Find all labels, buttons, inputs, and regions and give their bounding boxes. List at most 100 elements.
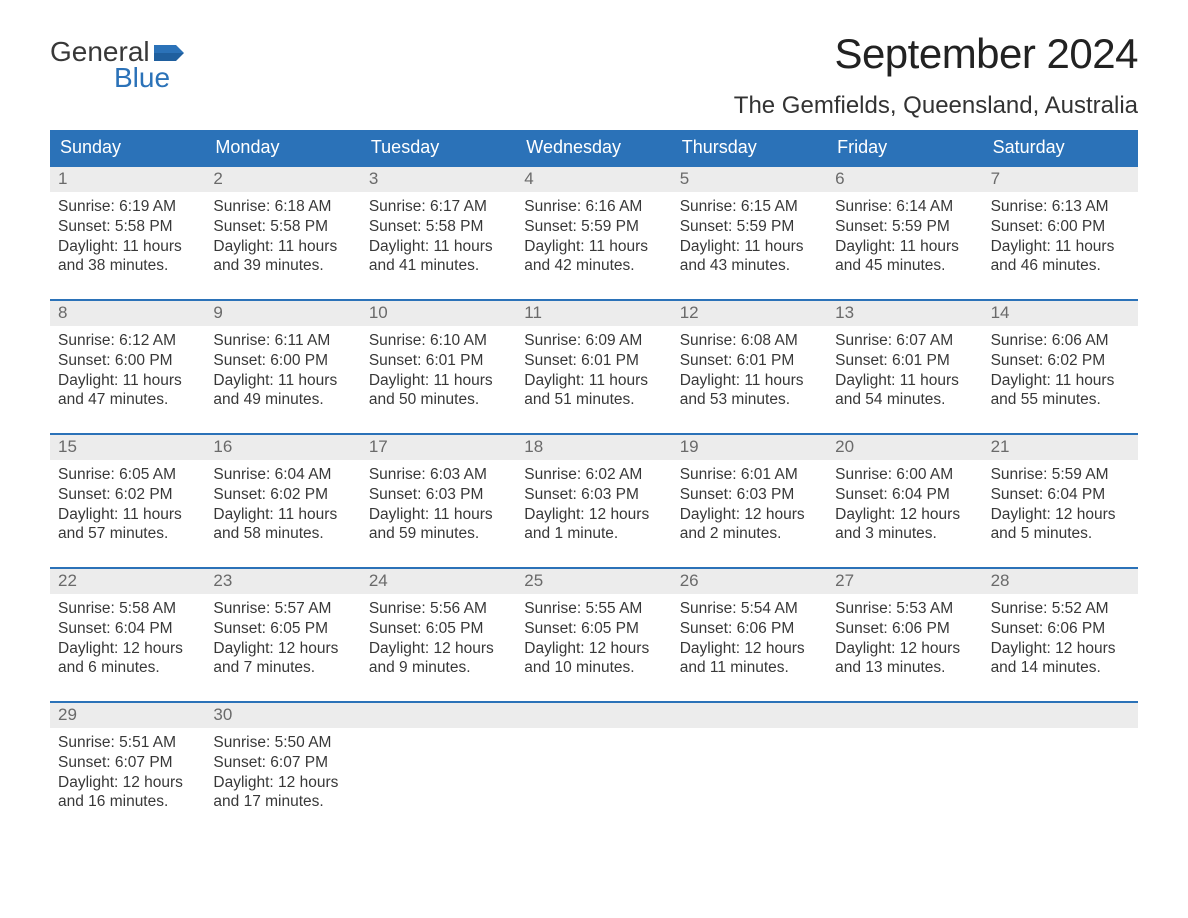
daylight-line2: and 10 minutes. bbox=[524, 658, 663, 678]
daylight-line1: Daylight: 12 hours bbox=[835, 639, 974, 659]
day-body: Sunrise: 5:54 AMSunset: 6:06 PMDaylight:… bbox=[672, 594, 827, 678]
sunset-line: Sunset: 6:05 PM bbox=[524, 619, 663, 639]
sunset-line: Sunset: 5:58 PM bbox=[58, 217, 197, 237]
day-body: Sunrise: 6:06 AMSunset: 6:02 PMDaylight:… bbox=[983, 326, 1138, 410]
day-cell: 14Sunrise: 6:06 AMSunset: 6:02 PMDayligh… bbox=[983, 301, 1138, 411]
sunset-line: Sunset: 6:01 PM bbox=[524, 351, 663, 371]
daylight-line1: Daylight: 12 hours bbox=[524, 505, 663, 525]
daylight-line2: and 59 minutes. bbox=[369, 524, 508, 544]
sunset-line: Sunset: 6:07 PM bbox=[58, 753, 197, 773]
date-number: 1 bbox=[50, 167, 205, 192]
date-number: 22 bbox=[50, 569, 205, 594]
day-body: Sunrise: 5:59 AMSunset: 6:04 PMDaylight:… bbox=[983, 460, 1138, 544]
header-row: General Blue September 2024 The Gemfield… bbox=[50, 30, 1138, 120]
day-body: Sunrise: 5:52 AMSunset: 6:06 PMDaylight:… bbox=[983, 594, 1138, 678]
sunset-line: Sunset: 6:04 PM bbox=[835, 485, 974, 505]
date-number bbox=[361, 703, 516, 728]
date-number: 20 bbox=[827, 435, 982, 460]
sunrise-line: Sunrise: 6:00 AM bbox=[835, 465, 974, 485]
day-body: Sunrise: 6:11 AMSunset: 6:00 PMDaylight:… bbox=[205, 326, 360, 410]
month-title: September 2024 bbox=[734, 30, 1138, 78]
day-body: Sunrise: 6:19 AMSunset: 5:58 PMDaylight:… bbox=[50, 192, 205, 276]
sunrise-line: Sunrise: 5:51 AM bbox=[58, 733, 197, 753]
day-cell: 22Sunrise: 5:58 AMSunset: 6:04 PMDayligh… bbox=[50, 569, 205, 679]
sunrise-line: Sunrise: 6:14 AM bbox=[835, 197, 974, 217]
daylight-line2: and 51 minutes. bbox=[524, 390, 663, 410]
daylight-line1: Daylight: 11 hours bbox=[213, 237, 352, 257]
daylight-line2: and 39 minutes. bbox=[213, 256, 352, 276]
week-row: 15Sunrise: 6:05 AMSunset: 6:02 PMDayligh… bbox=[50, 433, 1138, 545]
daylight-line1: Daylight: 11 hours bbox=[213, 505, 352, 525]
sunrise-line: Sunrise: 5:55 AM bbox=[524, 599, 663, 619]
day-body: Sunrise: 5:55 AMSunset: 6:05 PMDaylight:… bbox=[516, 594, 671, 678]
daylight-line2: and 43 minutes. bbox=[680, 256, 819, 276]
date-number bbox=[672, 703, 827, 728]
date-number bbox=[516, 703, 671, 728]
date-number: 10 bbox=[361, 301, 516, 326]
date-number: 15 bbox=[50, 435, 205, 460]
daylight-line2: and 3 minutes. bbox=[835, 524, 974, 544]
sunset-line: Sunset: 6:03 PM bbox=[524, 485, 663, 505]
day-body: Sunrise: 6:17 AMSunset: 5:58 PMDaylight:… bbox=[361, 192, 516, 276]
sunrise-line: Sunrise: 6:02 AM bbox=[524, 465, 663, 485]
day-body: Sunrise: 6:16 AMSunset: 5:59 PMDaylight:… bbox=[516, 192, 671, 276]
daylight-line2: and 14 minutes. bbox=[991, 658, 1130, 678]
date-number bbox=[827, 703, 982, 728]
daylight-line1: Daylight: 11 hours bbox=[369, 505, 508, 525]
sunset-line: Sunset: 6:00 PM bbox=[991, 217, 1130, 237]
date-number: 4 bbox=[516, 167, 671, 192]
day-cell: 8Sunrise: 6:12 AMSunset: 6:00 PMDaylight… bbox=[50, 301, 205, 411]
daylight-line1: Daylight: 12 hours bbox=[58, 639, 197, 659]
daylight-line1: Daylight: 11 hours bbox=[991, 371, 1130, 391]
sunrise-line: Sunrise: 6:13 AM bbox=[991, 197, 1130, 217]
day-cell bbox=[361, 703, 516, 813]
daylight-line2: and 41 minutes. bbox=[369, 256, 508, 276]
week-row: 22Sunrise: 5:58 AMSunset: 6:04 PMDayligh… bbox=[50, 567, 1138, 679]
daylight-line2: and 17 minutes. bbox=[213, 792, 352, 812]
daylight-line2: and 47 minutes. bbox=[58, 390, 197, 410]
day-cell: 17Sunrise: 6:03 AMSunset: 6:03 PMDayligh… bbox=[361, 435, 516, 545]
daylight-line2: and 53 minutes. bbox=[680, 390, 819, 410]
sunset-line: Sunset: 6:03 PM bbox=[680, 485, 819, 505]
sunset-line: Sunset: 5:59 PM bbox=[835, 217, 974, 237]
date-number bbox=[983, 703, 1138, 728]
weekday-label: Wednesday bbox=[516, 130, 671, 165]
day-cell: 10Sunrise: 6:10 AMSunset: 6:01 PMDayligh… bbox=[361, 301, 516, 411]
day-cell: 29Sunrise: 5:51 AMSunset: 6:07 PMDayligh… bbox=[50, 703, 205, 813]
day-cell: 21Sunrise: 5:59 AMSunset: 6:04 PMDayligh… bbox=[983, 435, 1138, 545]
date-number: 16 bbox=[205, 435, 360, 460]
daylight-line2: and 42 minutes. bbox=[524, 256, 663, 276]
day-cell bbox=[672, 703, 827, 813]
sunrise-line: Sunrise: 5:52 AM bbox=[991, 599, 1130, 619]
daylight-line1: Daylight: 12 hours bbox=[213, 639, 352, 659]
sunset-line: Sunset: 6:00 PM bbox=[213, 351, 352, 371]
day-body: Sunrise: 6:09 AMSunset: 6:01 PMDaylight:… bbox=[516, 326, 671, 410]
sunset-line: Sunset: 6:05 PM bbox=[213, 619, 352, 639]
day-body: Sunrise: 6:12 AMSunset: 6:00 PMDaylight:… bbox=[50, 326, 205, 410]
day-cell: 23Sunrise: 5:57 AMSunset: 6:05 PMDayligh… bbox=[205, 569, 360, 679]
sunrise-line: Sunrise: 5:50 AM bbox=[213, 733, 352, 753]
sunset-line: Sunset: 5:59 PM bbox=[524, 217, 663, 237]
day-cell: 2Sunrise: 6:18 AMSunset: 5:58 PMDaylight… bbox=[205, 167, 360, 277]
day-body: Sunrise: 6:10 AMSunset: 6:01 PMDaylight:… bbox=[361, 326, 516, 410]
sunrise-line: Sunrise: 6:16 AM bbox=[524, 197, 663, 217]
day-cell: 27Sunrise: 5:53 AMSunset: 6:06 PMDayligh… bbox=[827, 569, 982, 679]
day-cell: 19Sunrise: 6:01 AMSunset: 6:03 PMDayligh… bbox=[672, 435, 827, 545]
day-cell: 24Sunrise: 5:56 AMSunset: 6:05 PMDayligh… bbox=[361, 569, 516, 679]
daylight-line1: Daylight: 11 hours bbox=[369, 371, 508, 391]
daylight-line2: and 13 minutes. bbox=[835, 658, 974, 678]
sunset-line: Sunset: 6:02 PM bbox=[58, 485, 197, 505]
sunrise-line: Sunrise: 5:59 AM bbox=[991, 465, 1130, 485]
sunset-line: Sunset: 6:02 PM bbox=[213, 485, 352, 505]
daylight-line1: Daylight: 12 hours bbox=[213, 773, 352, 793]
date-number: 7 bbox=[983, 167, 1138, 192]
day-cell: 15Sunrise: 6:05 AMSunset: 6:02 PMDayligh… bbox=[50, 435, 205, 545]
week-row: 1Sunrise: 6:19 AMSunset: 5:58 PMDaylight… bbox=[50, 165, 1138, 277]
date-number: 6 bbox=[827, 167, 982, 192]
daylight-line2: and 6 minutes. bbox=[58, 658, 197, 678]
date-number: 5 bbox=[672, 167, 827, 192]
day-cell: 5Sunrise: 6:15 AMSunset: 5:59 PMDaylight… bbox=[672, 167, 827, 277]
day-cell: 13Sunrise: 6:07 AMSunset: 6:01 PMDayligh… bbox=[827, 301, 982, 411]
day-cell: 4Sunrise: 6:16 AMSunset: 5:59 PMDaylight… bbox=[516, 167, 671, 277]
daylight-line2: and 9 minutes. bbox=[369, 658, 508, 678]
